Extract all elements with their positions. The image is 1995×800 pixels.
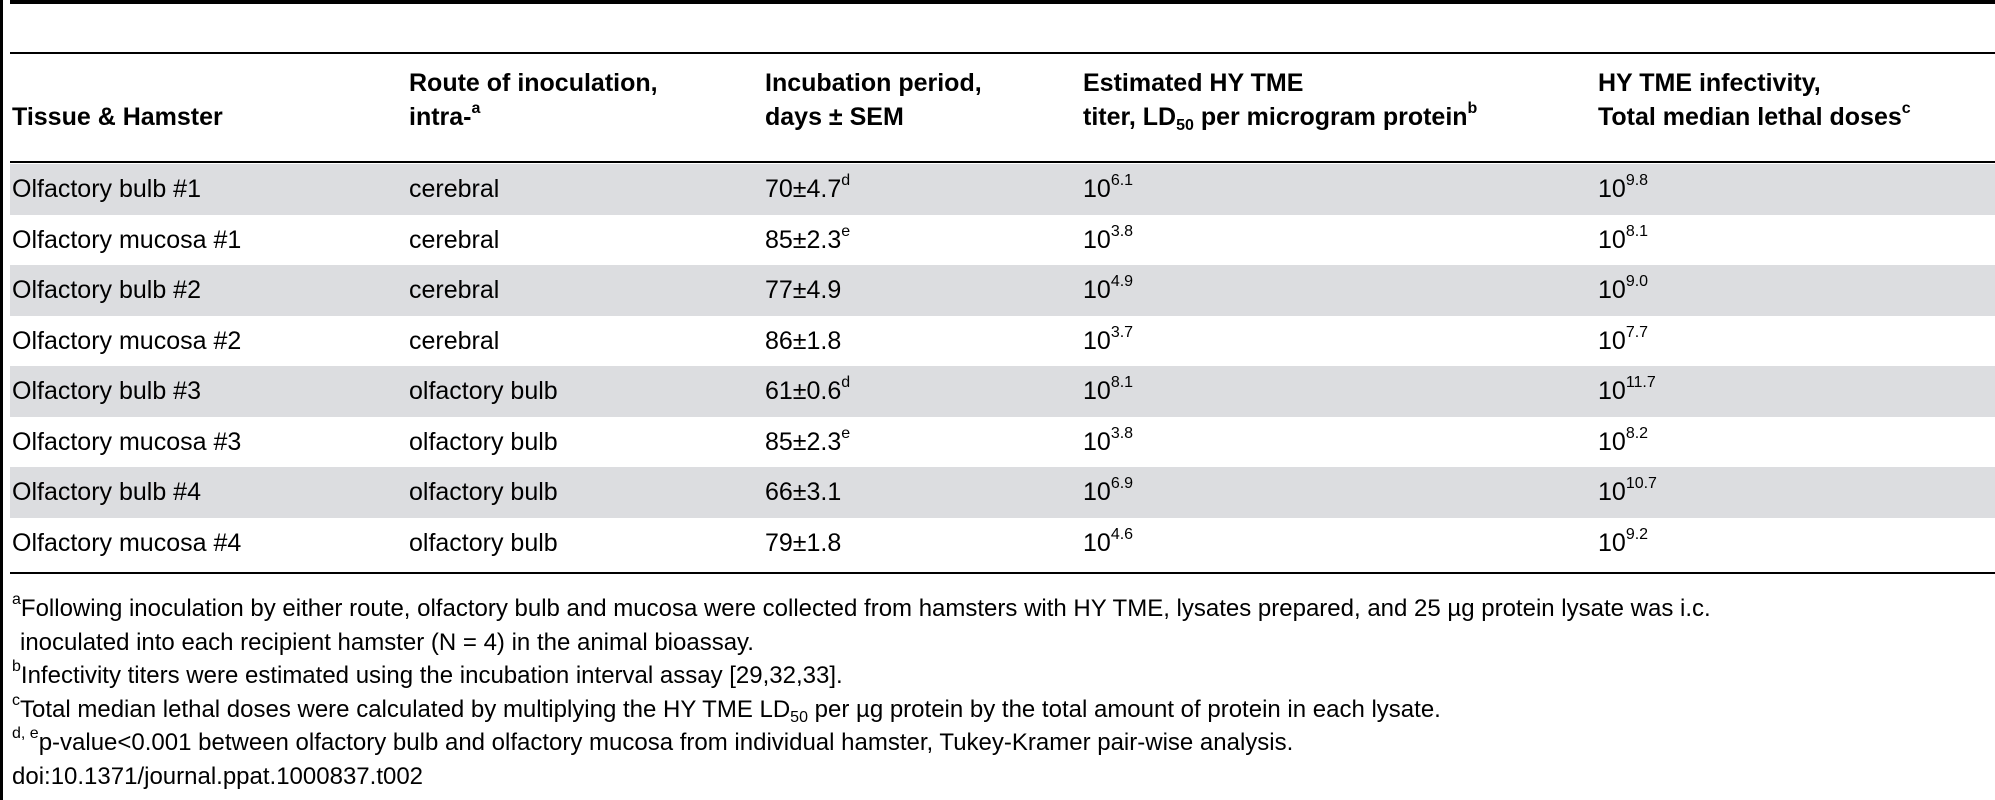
cell-titer: 104.6 (1083, 525, 1134, 557)
cell-lethal-doses: 109.2 (1598, 525, 1649, 557)
table-row: Olfactory mucosa #3 olfactory bulb 85±2.… (10, 417, 1995, 468)
table-row: Olfactory bulb #3 olfactory bulb 61±0.6d… (10, 366, 1995, 417)
table-body: Olfactory bulb #1 cerebral 70±4.7d 106.1… (10, 164, 1995, 568)
cell-lethal-doses: 108.1 (1598, 222, 1649, 254)
cell-lethal-doses: 109.0 (1598, 273, 1649, 305)
header-hy-tme-infectivity: HY TME infectivity, Total median lethal … (1598, 69, 1911, 131)
footnote-c: cTotal median lethal doses were calculat… (12, 691, 1441, 726)
cell-route: olfactory bulb (409, 427, 558, 456)
cell-titer: 106.9 (1083, 475, 1134, 507)
cell-incubation: 66±3.1 (765, 478, 842, 506)
cell-titer: 103.8 (1083, 222, 1134, 254)
header-incubation-period: Incubation period, days ± SEM (765, 69, 982, 131)
cell-titer: 104.9 (1083, 273, 1134, 305)
cell-incubation: 85±2.3e (765, 424, 851, 456)
header-top-rule (10, 52, 1995, 54)
table-row: Olfactory bulb #1 cerebral 70±4.7d 106.1… (10, 164, 1995, 215)
header-footnote-mark-a: a (471, 100, 481, 117)
header-footnote-mark-b: b (1467, 100, 1478, 117)
cell-incubation: 77±4.9 (765, 276, 842, 304)
doi-link[interactable]: doi:10.1371/journal.ppat.1000837.t002 (12, 762, 424, 790)
cell-incubation: 70±4.7d (765, 172, 851, 204)
table-header: Tissue & Hamster Route of inoculation, i… (12, 69, 1995, 160)
table-row: Olfactory bulb #4 olfactory bulb 66±3.1 … (10, 467, 1995, 518)
cell-route: cerebral (409, 175, 500, 203)
cell-tissue: Olfactory mucosa #3 (12, 427, 242, 456)
cell-incubation: 79±1.8 (765, 528, 842, 557)
cell-route: olfactory bulb (409, 478, 558, 506)
cell-tissue: Olfactory bulb #4 (12, 478, 201, 506)
table-bottom-rule (10, 572, 1995, 574)
table-row: Olfactory mucosa #4 olfactory bulb 79±1.… (10, 518, 1995, 569)
cell-route: olfactory bulb (409, 528, 558, 557)
header-bottom-rule (10, 161, 1995, 163)
header-route-of-inoculation: Route of inoculation, intra-a (409, 69, 658, 131)
cell-route: olfactory bulb (409, 377, 558, 405)
table-row: Olfactory mucosa #2 cerebral 86±1.8 103.… (10, 316, 1995, 367)
cell-titer: 108.1 (1083, 374, 1134, 406)
cell-route: cerebral (409, 276, 500, 304)
header-estimated-titer: Estimated HY TME titer, LD50 per microgr… (1083, 69, 1478, 134)
cell-lethal-doses: 1011.7 (1598, 374, 1656, 406)
cell-tissue: Olfactory mucosa #4 (12, 528, 242, 557)
cell-incubation: 85±2.3e (765, 222, 851, 254)
footnote-a-continued: inoculated into each recipient hamster (… (20, 628, 754, 656)
cell-lethal-doses: 107.7 (1598, 323, 1649, 355)
top-border-rule (10, 0, 1995, 4)
cell-route: cerebral (409, 225, 500, 254)
cell-tissue: Olfactory bulb #1 (12, 175, 201, 203)
cell-incubation: 61±0.6d (765, 374, 851, 406)
cell-titer: 106.1 (1083, 172, 1134, 204)
table-footnotes: aFollowing inoculation by either route, … (12, 592, 1987, 793)
left-border-rule (0, 0, 3, 800)
cell-lethal-doses: 109.8 (1598, 172, 1649, 204)
cell-tissue: Olfactory mucosa #1 (12, 225, 242, 254)
cell-tissue: Olfactory bulb #3 (12, 377, 201, 405)
footnote-d-e: d, ep-value<0.001 between olfactory bulb… (12, 725, 1294, 757)
table-row: Olfactory bulb #2 cerebral 77±4.9 104.9 … (10, 265, 1995, 316)
cell-lethal-doses: 1010.7 (1598, 475, 1657, 507)
table-row: Olfactory mucosa #1 cerebral 85±2.3e 103… (10, 215, 1995, 266)
cell-lethal-doses: 108.2 (1598, 424, 1649, 456)
cell-tissue: Olfactory bulb #2 (12, 276, 201, 304)
cell-route: cerebral (409, 326, 500, 355)
footnote-b: bInfectivity titers were estimated using… (12, 658, 843, 690)
cell-tissue: Olfactory mucosa #2 (12, 326, 242, 355)
footnote-a: aFollowing inoculation by either route, … (12, 591, 1711, 623)
cell-titer: 103.8 (1083, 424, 1134, 456)
cell-incubation: 86±1.8 (765, 326, 842, 355)
cell-titer: 103.7 (1083, 323, 1134, 355)
header-footnote-mark-c: c (1901, 100, 1911, 117)
header-tissue-hamster: Tissue & Hamster (12, 103, 223, 131)
